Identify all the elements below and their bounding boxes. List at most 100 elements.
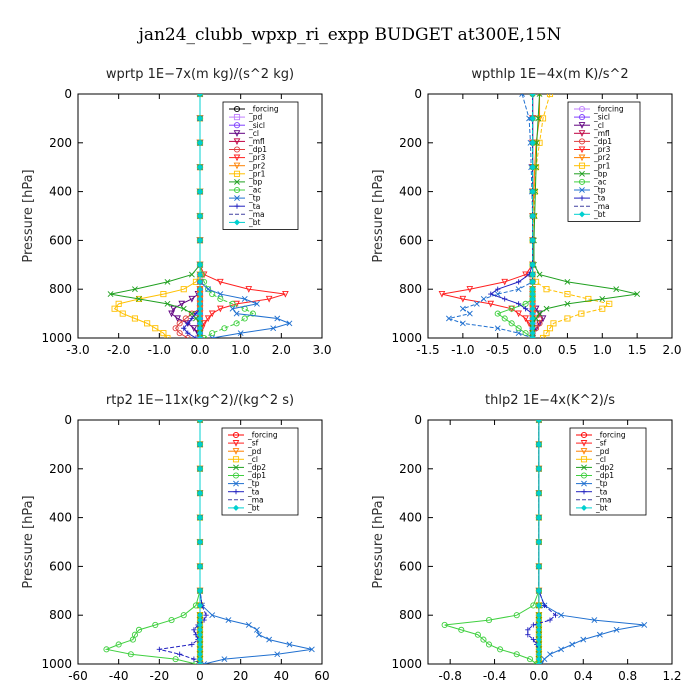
data-point xyxy=(535,661,542,664)
data-point xyxy=(547,617,553,623)
data-point xyxy=(229,300,236,307)
legend-marker xyxy=(233,170,241,177)
data-point xyxy=(529,94,536,98)
data-point xyxy=(119,310,126,317)
series-bt xyxy=(529,94,536,338)
data-point xyxy=(591,617,598,623)
legend-label: _sf xyxy=(247,439,259,448)
data-point xyxy=(501,278,509,286)
x-tick-label: 0.5 xyxy=(558,343,577,357)
data-point xyxy=(513,651,520,658)
data-point xyxy=(129,636,136,643)
legend-marker xyxy=(232,448,240,455)
data-point xyxy=(480,636,487,643)
legend-marker xyxy=(233,154,241,162)
data-point xyxy=(529,335,536,338)
data-point xyxy=(197,420,203,423)
data-point xyxy=(564,300,571,307)
y-tick-label: 0 xyxy=(64,87,72,101)
series-bt xyxy=(535,420,542,664)
y-tick-label: 0 xyxy=(64,413,72,427)
legend-marker xyxy=(233,130,241,137)
data-point xyxy=(180,612,187,619)
data-point xyxy=(191,627,197,633)
data-point xyxy=(196,237,204,244)
data-point xyxy=(459,320,466,327)
y-tick-label: 1000 xyxy=(41,657,72,671)
y-tick-label: 1000 xyxy=(391,657,422,671)
y-tick-label: 600 xyxy=(49,559,72,573)
data-point xyxy=(217,291,224,297)
data-point xyxy=(541,602,548,609)
legend-label: _pr3 xyxy=(593,145,611,154)
data-point xyxy=(180,286,187,293)
data-point xyxy=(519,94,526,97)
figure-title: jan24_clubb_wpxp_ri_expp BUDGET at300E,1… xyxy=(137,25,562,45)
legend-marker xyxy=(580,448,588,455)
data-point xyxy=(265,295,273,303)
data-point xyxy=(115,641,122,648)
legend-marker xyxy=(234,195,240,202)
legend-label: _dp1 xyxy=(595,471,614,480)
data-point xyxy=(494,310,501,317)
data-point xyxy=(131,631,138,638)
data-point xyxy=(487,300,495,308)
data-point xyxy=(205,286,212,293)
x-tick-label: 0.0 xyxy=(529,669,548,683)
data-point xyxy=(488,291,494,297)
data-point xyxy=(196,587,204,594)
legend-label: _forcing xyxy=(248,105,279,114)
legend-label: _pd xyxy=(247,447,262,456)
legend-marker xyxy=(233,464,239,471)
legend-marker xyxy=(233,114,241,121)
legend-marker xyxy=(578,114,586,121)
legend-marker xyxy=(578,138,586,145)
legend-label: _sicl xyxy=(593,113,610,122)
legend-marker xyxy=(232,456,240,463)
data-point xyxy=(160,291,167,298)
data-point xyxy=(196,538,204,546)
y-tick-label: 800 xyxy=(49,282,72,296)
panel-title: thlp2 1E−4x(K^2)/s xyxy=(485,393,615,408)
legend-label: _forcing xyxy=(593,105,624,114)
data-point xyxy=(546,325,554,332)
series-bt xyxy=(196,420,204,664)
legend-label: _pd xyxy=(595,447,610,456)
y-tick-label: 0 xyxy=(414,413,422,427)
y-tick-label: 600 xyxy=(49,233,72,247)
data-point xyxy=(221,656,228,663)
data-point xyxy=(533,660,540,664)
legend-label: _dp1 xyxy=(248,145,267,154)
data-point xyxy=(196,602,204,609)
y-tick-label: 400 xyxy=(49,511,72,525)
data-point xyxy=(156,646,162,652)
y-tick-label: 200 xyxy=(399,462,422,476)
data-point xyxy=(225,617,232,623)
legend-marker xyxy=(233,105,241,113)
data-point xyxy=(188,271,195,278)
legend-label: _sicl xyxy=(248,121,265,130)
y-axis-label: Pressure [hPa] xyxy=(21,495,36,588)
data-point xyxy=(185,320,191,326)
data-point xyxy=(529,115,536,122)
data-point xyxy=(508,305,515,312)
series-bt xyxy=(196,94,204,338)
data-point xyxy=(536,320,543,327)
data-point xyxy=(529,212,536,220)
legend-marker xyxy=(232,504,240,511)
legend-label: _cl xyxy=(593,121,604,130)
data-point xyxy=(445,315,452,322)
legend: _forcing_pd_sicl_cl_mfl_dp1_pr3_pr2_pr1_… xyxy=(222,101,299,230)
panel-title: wprtp 1E−7x(m kg)/(s^2 kg) xyxy=(106,67,294,82)
data-point xyxy=(529,164,536,171)
panel-title: rtp2 1E−11x(kg^2)/(kg^2 s) xyxy=(106,393,294,408)
data-point xyxy=(189,641,195,648)
series-line-dp1 xyxy=(104,420,201,664)
x-tick-label: -60 xyxy=(68,669,88,683)
data-point xyxy=(525,627,531,633)
y-axis-label: Pressure [hPa] xyxy=(21,169,36,262)
legend-label: _cl xyxy=(595,455,606,464)
data-point xyxy=(530,622,536,628)
x-tick-label: -0.4 xyxy=(483,669,506,683)
